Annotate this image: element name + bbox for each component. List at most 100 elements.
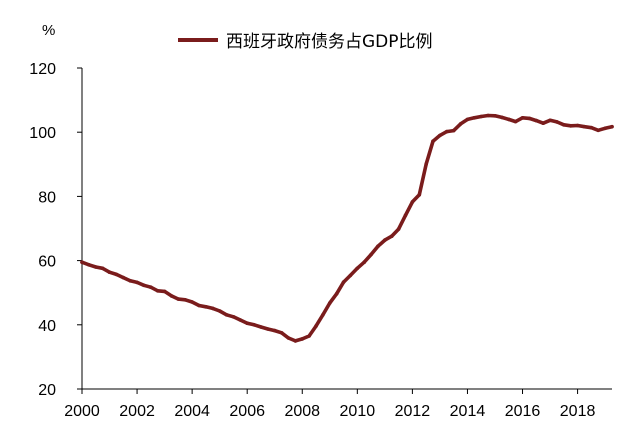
y-tick-label: 60: [38, 254, 56, 271]
legend: 西班牙政府债务占GDP比例: [178, 32, 433, 52]
data-point: [183, 298, 187, 302]
data-point: [527, 116, 532, 121]
data-point: [575, 123, 580, 128]
data-point: [87, 263, 91, 267]
data-point: [107, 270, 112, 275]
data-point: [534, 118, 539, 123]
data-point: [176, 297, 181, 301]
x-tick-label: 2004: [174, 403, 210, 420]
y-tick-label: 20: [38, 382, 56, 399]
data-point: [596, 128, 600, 133]
data-point: [403, 213, 408, 218]
x-tick-label: 2008: [284, 403, 320, 420]
data-point: [279, 331, 284, 335]
data-point: [486, 113, 490, 118]
data-point: [266, 327, 270, 331]
data-point: [603, 126, 607, 131]
data-point: [321, 313, 325, 317]
data-point: [555, 120, 559, 124]
data-point: [369, 252, 373, 257]
data-point: [272, 328, 277, 333]
data-point: [135, 280, 139, 285]
y-tick-label: 120: [29, 61, 56, 78]
x-tick-label: 2006: [229, 403, 265, 420]
data-point: [293, 339, 298, 343]
data-point: [500, 115, 504, 120]
data-point: [245, 321, 249, 326]
data-point: [520, 116, 525, 120]
data-point: [562, 123, 566, 127]
data-point: [190, 300, 194, 304]
data-point: [80, 260, 84, 265]
data-point: [548, 118, 552, 123]
x-tick-label: 2000: [64, 403, 100, 420]
data-point: [582, 124, 587, 129]
data-point: [610, 124, 614, 129]
x-axis: 2000 2002 2004 2006 2008 2010 2012 2014 2016 2018: [64, 388, 612, 420]
data-point: [149, 285, 153, 290]
data-point: [451, 128, 456, 133]
data-point: [383, 238, 387, 242]
data-point: [252, 323, 256, 327]
data-point: [162, 289, 167, 294]
data-point: [424, 162, 429, 166]
data-point: [334, 291, 339, 296]
data-point: [389, 234, 394, 238]
data-point: [259, 325, 263, 329]
data-point: [410, 200, 415, 204]
data-point: [231, 315, 236, 319]
data-point: [94, 265, 98, 269]
data-point: [479, 114, 484, 119]
y-tick-label: 80: [38, 189, 56, 206]
y-unit-label: %: [42, 22, 55, 39]
data-point: [507, 117, 511, 122]
data-point: [341, 280, 346, 284]
data-point: [362, 260, 367, 265]
data-point: [307, 334, 311, 338]
data-point: [128, 279, 132, 283]
x-tick-label: 2012: [395, 403, 431, 420]
data-point: [376, 244, 380, 248]
data-point: [328, 301, 332, 305]
data-point: [458, 122, 463, 126]
data-point: [438, 133, 442, 138]
data-point: [197, 303, 201, 308]
data-point: [417, 193, 422, 197]
data-point: [465, 117, 470, 122]
data-point: [355, 266, 360, 271]
plot-area: [80, 113, 614, 343]
series-line: [80, 113, 614, 343]
legend-label: 西班牙政府债务占GDP比例: [226, 32, 433, 52]
data-point: [142, 283, 146, 288]
data-point: [238, 318, 243, 322]
data-point: [204, 305, 208, 309]
y-tick-label: 40: [38, 318, 56, 335]
x-tick-label: 2016: [505, 403, 541, 420]
data-point: [169, 294, 174, 298]
x-tick-label: 2010: [340, 403, 376, 420]
data-point: [114, 272, 119, 277]
data-point: [100, 266, 105, 271]
data-point: [445, 129, 449, 134]
x-tick-label: 2014: [450, 403, 486, 420]
data-point: [431, 139, 435, 143]
x-tick-label: 2018: [560, 403, 596, 420]
data-point: [300, 337, 305, 341]
data-point: [589, 125, 594, 130]
data-point: [396, 227, 401, 231]
data-point: [155, 289, 160, 293]
y-axis: 20 40 60 80 100 120: [29, 61, 83, 399]
y-tick-label: 100: [29, 125, 56, 142]
data-point: [513, 119, 518, 124]
data-point: [568, 124, 573, 128]
x-tick-label: 2002: [119, 403, 155, 420]
data-point: [224, 313, 229, 317]
data-point: [121, 275, 126, 280]
data-point: [493, 114, 497, 118]
data-point: [348, 273, 353, 278]
data-point: [211, 306, 215, 311]
data-point: [541, 121, 545, 125]
data-point: [217, 309, 222, 313]
data-point: [314, 324, 318, 328]
